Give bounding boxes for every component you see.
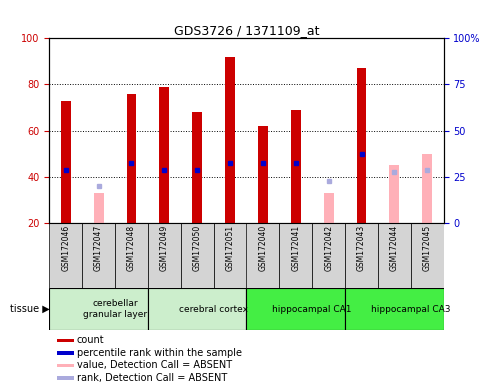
Bar [213, 223, 246, 288]
Bar [49, 288, 148, 330]
Bar [127, 94, 137, 223]
Bar [280, 223, 312, 288]
Text: GSM172042: GSM172042 [324, 225, 333, 271]
Bar [148, 223, 181, 288]
Bar [411, 223, 444, 288]
Bar [378, 223, 411, 288]
Bar [324, 193, 334, 223]
Text: value, Detection Call = ABSENT: value, Detection Call = ABSENT [76, 360, 232, 370]
Bar [225, 57, 235, 223]
Text: GSM172050: GSM172050 [193, 225, 202, 271]
Text: GSM172040: GSM172040 [258, 225, 267, 271]
Text: GSM172045: GSM172045 [423, 225, 432, 271]
Text: GSM172046: GSM172046 [61, 225, 70, 271]
Text: GSM172049: GSM172049 [160, 225, 169, 271]
Bar [115, 223, 148, 288]
Bar [57, 376, 74, 379]
Text: cerebellar
granular layer: cerebellar granular layer [83, 300, 147, 319]
Bar [159, 87, 169, 223]
Bar [345, 288, 444, 330]
Bar [49, 223, 82, 288]
Bar [246, 288, 345, 330]
Text: GSM172043: GSM172043 [357, 225, 366, 271]
Bar [148, 288, 246, 330]
Bar [57, 339, 74, 342]
Text: hippocampal CA1: hippocampal CA1 [273, 305, 352, 314]
Bar [246, 223, 280, 288]
Text: percentile rank within the sample: percentile rank within the sample [76, 348, 242, 358]
Bar [57, 364, 74, 367]
Bar [389, 165, 399, 223]
Bar [345, 223, 378, 288]
Bar [423, 154, 432, 223]
Bar [192, 112, 202, 223]
Text: hippocampal CA3: hippocampal CA3 [371, 305, 451, 314]
Text: cerebral cortex: cerebral cortex [179, 305, 248, 314]
Bar [94, 193, 104, 223]
Text: GSM172041: GSM172041 [291, 225, 300, 271]
Title: GDS3726 / 1371109_at: GDS3726 / 1371109_at [174, 24, 319, 37]
Text: count: count [76, 335, 104, 345]
Bar [356, 68, 366, 223]
Text: tissue ▶: tissue ▶ [9, 304, 49, 314]
Bar [57, 351, 74, 354]
Bar [181, 223, 213, 288]
Bar [61, 101, 70, 223]
Bar [82, 223, 115, 288]
Text: rank, Detection Call = ABSENT: rank, Detection Call = ABSENT [76, 373, 227, 383]
Text: GSM172051: GSM172051 [226, 225, 235, 271]
Text: GSM172048: GSM172048 [127, 225, 136, 271]
Text: GSM172044: GSM172044 [390, 225, 399, 271]
Bar [258, 126, 268, 223]
Bar [312, 223, 345, 288]
Bar [291, 110, 301, 223]
Text: GSM172047: GSM172047 [94, 225, 103, 271]
